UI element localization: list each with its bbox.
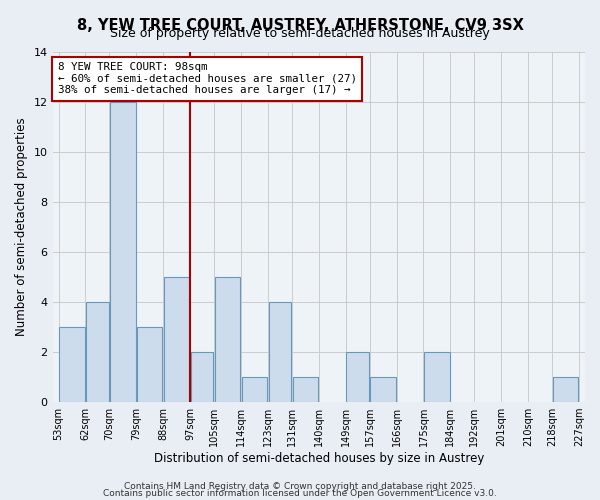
Bar — [164, 277, 190, 402]
Y-axis label: Number of semi-detached properties: Number of semi-detached properties — [15, 118, 28, 336]
Bar — [59, 327, 85, 402]
Bar — [424, 352, 449, 402]
Bar — [86, 302, 109, 402]
Bar — [370, 377, 396, 402]
Bar — [110, 102, 136, 402]
Bar — [191, 352, 214, 402]
Text: 8 YEW TREE COURT: 98sqm
← 60% of semi-detached houses are smaller (27)
38% of se: 8 YEW TREE COURT: 98sqm ← 60% of semi-de… — [58, 62, 357, 95]
Text: Contains public sector information licensed under the Open Government Licence v3: Contains public sector information licen… — [103, 490, 497, 498]
Bar — [137, 327, 163, 402]
Text: Size of property relative to semi-detached houses in Austrey: Size of property relative to semi-detach… — [110, 28, 490, 40]
Bar — [215, 277, 240, 402]
Bar — [293, 377, 318, 402]
Text: 8, YEW TREE COURT, AUSTREY, ATHERSTONE, CV9 3SX: 8, YEW TREE COURT, AUSTREY, ATHERSTONE, … — [77, 18, 523, 32]
Text: Contains HM Land Registry data © Crown copyright and database right 2025.: Contains HM Land Registry data © Crown c… — [124, 482, 476, 491]
Bar — [553, 377, 578, 402]
Bar — [242, 377, 267, 402]
Bar — [346, 352, 369, 402]
Bar — [269, 302, 291, 402]
X-axis label: Distribution of semi-detached houses by size in Austrey: Distribution of semi-detached houses by … — [154, 452, 484, 465]
